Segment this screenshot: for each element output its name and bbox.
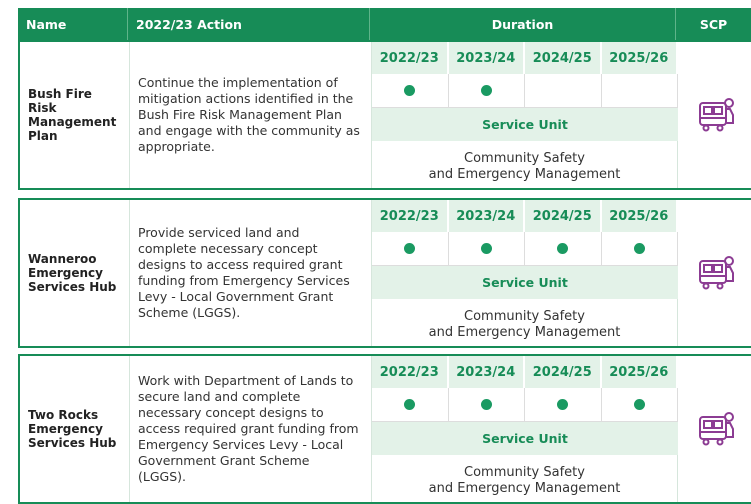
service-unit-label: Service Unit [372, 266, 678, 299]
year-label: 2025/26 [601, 42, 678, 74]
row-action: Continue the implementation of mitigatio… [130, 42, 372, 188]
header-action: 2022/23 Action [128, 8, 370, 40]
year-cell [525, 74, 602, 108]
active-dot [480, 399, 492, 410]
header-duration: Duration [370, 8, 676, 40]
row-name: Wanneroo Emergency Services Hub [20, 200, 130, 346]
scp-cell [678, 356, 751, 502]
year-cell [525, 388, 602, 422]
year-label: 2022/23 [372, 356, 449, 388]
year-label: 2024/25 [525, 42, 602, 74]
row-name: Bush Fire Risk Management Plan [20, 42, 130, 188]
year-label: 2024/25 [525, 356, 602, 388]
scp-icon [698, 98, 734, 132]
row-action: Work with Department of Lands to secure … [130, 356, 372, 502]
active-dot [633, 243, 645, 254]
scp-cell [678, 200, 751, 346]
year-label: 2023/24 [448, 42, 525, 74]
row-block: Wanneroo Emergency Services Hub Provide s… [18, 198, 751, 348]
year-cell [372, 74, 449, 108]
header-scp: SCP [676, 8, 751, 40]
scp-cell [678, 42, 751, 188]
row-action: Provide serviced land and complete neces… [130, 200, 372, 346]
year-label: 2023/24 [448, 356, 525, 388]
active-dot [404, 85, 416, 96]
year-cell [601, 74, 678, 108]
year-label: 2025/26 [601, 356, 678, 388]
row-block: Two Rocks Emergency Services Hub Work wit… [18, 354, 751, 504]
year-label: 2022/23 [372, 200, 449, 232]
year-label: 2024/25 [525, 200, 602, 232]
year-label: 2023/24 [448, 200, 525, 232]
active-dot [404, 243, 416, 254]
active-dot [480, 243, 492, 254]
service-unit: Community Safety and Emergency Managemen… [372, 299, 678, 346]
year-cell [448, 232, 525, 266]
active-dot [480, 85, 492, 96]
scp-icon [698, 412, 734, 446]
year-cell [372, 388, 449, 422]
year-cell [448, 74, 525, 108]
service-unit-label: Service Unit [372, 108, 678, 141]
year-cell [525, 232, 602, 266]
active-dot [404, 399, 416, 410]
active-dot [557, 399, 569, 410]
header-name: Name [18, 8, 128, 40]
year-cell [448, 388, 525, 422]
service-unit: Community Safety and Emergency Managemen… [372, 141, 678, 188]
active-dot [557, 243, 569, 254]
row-name: Two Rocks Emergency Services Hub [20, 356, 130, 502]
service-unit-label: Service Unit [372, 422, 678, 455]
scp-icon [698, 256, 734, 290]
service-unit: Community Safety and Emergency Managemen… [372, 455, 678, 502]
row-block: Bush Fire Risk Management Plan Continue t… [18, 40, 751, 190]
active-dot [633, 399, 645, 410]
year-label: 2022/23 [372, 42, 449, 74]
year-cell [601, 388, 678, 422]
year-cell [372, 232, 449, 266]
year-cell [601, 232, 678, 266]
year-label: 2025/26 [601, 200, 678, 232]
